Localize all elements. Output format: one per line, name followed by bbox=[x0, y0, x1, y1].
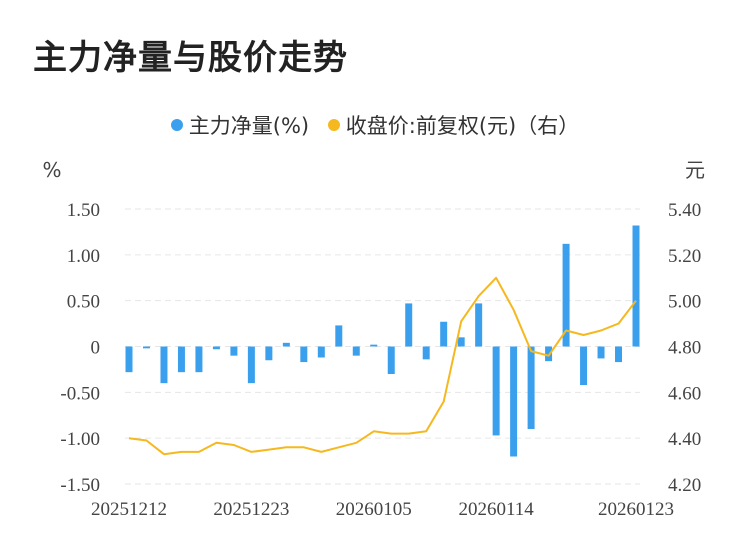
bar bbox=[300, 346, 308, 363]
chart-title: 主力净量与股价走势 bbox=[33, 38, 348, 78]
bar bbox=[632, 225, 640, 347]
bar bbox=[177, 346, 185, 373]
legend-label-bar: 主力净量(%) bbox=[188, 114, 310, 138]
x-tick-label: 20251223 bbox=[213, 499, 289, 520]
bar bbox=[195, 346, 203, 373]
right-tick-label: 4.20 bbox=[668, 475, 701, 496]
bar bbox=[160, 346, 168, 384]
x-tick-label: 20260114 bbox=[458, 499, 534, 520]
bar bbox=[475, 303, 483, 347]
bar bbox=[317, 346, 325, 358]
grid-lines bbox=[125, 208, 640, 485]
chart-legend: 主力净量(%) 收盘价:前复权(元)（右） bbox=[0, 110, 750, 140]
bar bbox=[440, 321, 448, 347]
bar bbox=[492, 346, 500, 436]
right-tick-label: 5.00 bbox=[668, 292, 701, 313]
legend-dot-bar-icon bbox=[170, 119, 183, 131]
bar bbox=[615, 346, 623, 363]
right-tick-label: 5.20 bbox=[668, 246, 701, 267]
left-tick-label: 0.50 bbox=[67, 292, 100, 313]
bar-series bbox=[125, 225, 640, 457]
right-axis-ticks: 5.40 5.20 5.00 4.80 4.60 4.40 4.20 bbox=[668, 200, 701, 496]
right-axis-unit: 元 bbox=[685, 158, 705, 182]
right-tick-label: 4.80 bbox=[668, 338, 701, 359]
left-tick-label: -1.50 bbox=[60, 475, 100, 496]
right-tick-label: 4.60 bbox=[668, 383, 701, 404]
legend-dot-line-icon bbox=[327, 119, 340, 131]
bar bbox=[142, 346, 150, 349]
bar bbox=[457, 337, 465, 347]
left-tick-label: 1.00 bbox=[67, 246, 100, 267]
bar bbox=[370, 344, 378, 347]
legend-item-main-net-volume[interactable]: 主力净量(%) bbox=[170, 110, 310, 140]
right-tick-label: 5.40 bbox=[668, 200, 701, 221]
price-line bbox=[128, 276, 637, 456]
x-tick-label: 20260105 bbox=[336, 499, 412, 520]
bar bbox=[422, 346, 430, 360]
bar bbox=[387, 346, 395, 374]
left-tick-label: -1.00 bbox=[60, 429, 100, 450]
x-tick-label: 20251212 bbox=[91, 499, 167, 520]
left-tick-label: 0 bbox=[91, 338, 101, 359]
x-axis-ticks: 20251212 20251223 20260105 20260114 20260123 bbox=[91, 499, 674, 520]
bar bbox=[405, 303, 413, 347]
bar bbox=[580, 346, 588, 385]
bar bbox=[230, 346, 238, 356]
bar bbox=[335, 325, 343, 347]
left-axis-unit: % bbox=[42, 158, 61, 182]
x-tick-label: 20260123 bbox=[598, 499, 674, 520]
bar bbox=[545, 346, 553, 362]
bar bbox=[510, 346, 518, 457]
bar bbox=[527, 346, 535, 429]
bar bbox=[125, 346, 133, 373]
bar bbox=[212, 346, 220, 350]
legend-item-close-price[interactable]: 收盘价:前复权(元)（右） bbox=[327, 110, 580, 140]
left-tick-label: -0.50 bbox=[60, 383, 100, 404]
left-axis-ticks: 1.50 1.00 0.50 0 -0.50 -1.00 -1.50 bbox=[60, 200, 100, 496]
bar bbox=[352, 346, 360, 356]
legend-label-line: 收盘价:前复权(元)（右） bbox=[345, 114, 580, 138]
bar bbox=[562, 243, 570, 347]
left-tick-label: 1.50 bbox=[67, 200, 100, 221]
bar bbox=[282, 342, 290, 347]
bar bbox=[597, 346, 605, 359]
right-tick-label: 4.40 bbox=[668, 429, 701, 450]
line-series bbox=[128, 276, 637, 456]
bar bbox=[247, 346, 255, 384]
bar bbox=[265, 346, 273, 361]
